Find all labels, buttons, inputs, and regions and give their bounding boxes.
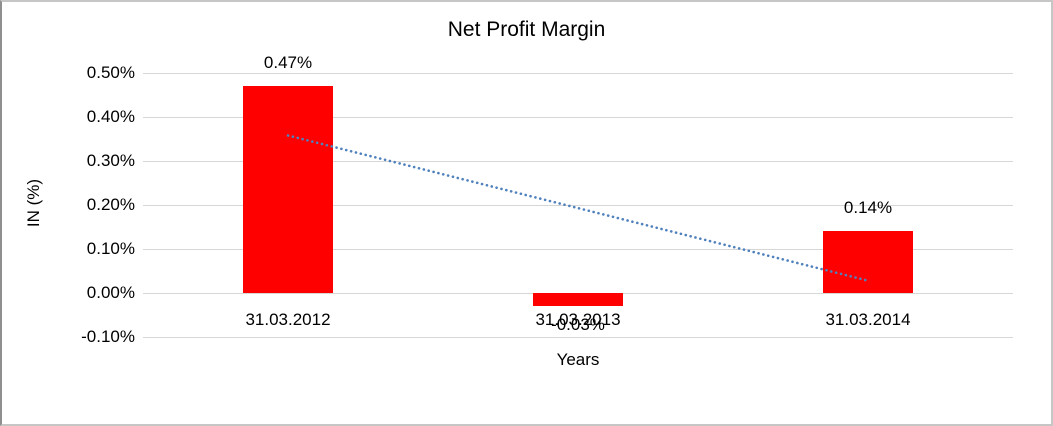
y-tick-label: 0.50%: [86, 63, 135, 82]
x-category-label: 31.03.2012: [245, 310, 331, 329]
y-axis-title: IN (%): [24, 178, 43, 228]
bar-data-label: 0.47%: [263, 53, 313, 73]
bar: [533, 293, 623, 307]
y-tick-label: 0.20%: [86, 195, 135, 214]
y-tick-label: -0.10%: [81, 327, 135, 346]
bar-data-label: -0.03%: [551, 315, 605, 335]
y-tick-label: 0.40%: [86, 107, 135, 126]
y-tick-label: 0.30%: [86, 151, 135, 170]
gridline: [143, 116, 1013, 118]
bar: [823, 231, 913, 293]
gridline: [143, 336, 1013, 338]
gridline: [143, 72, 1013, 74]
y-tick-label: 0.00%: [86, 283, 135, 302]
x-category-label: 31.03.2014: [825, 310, 911, 329]
x-axis-title: Years: [556, 350, 600, 369]
bar-data-label: 0.14%: [843, 198, 893, 218]
chart-title: Net Profit Margin: [447, 18, 606, 41]
bar: [243, 86, 333, 293]
y-tick-label: 0.10%: [86, 239, 135, 258]
x-category-label: 31.03.2013: [535, 310, 621, 329]
